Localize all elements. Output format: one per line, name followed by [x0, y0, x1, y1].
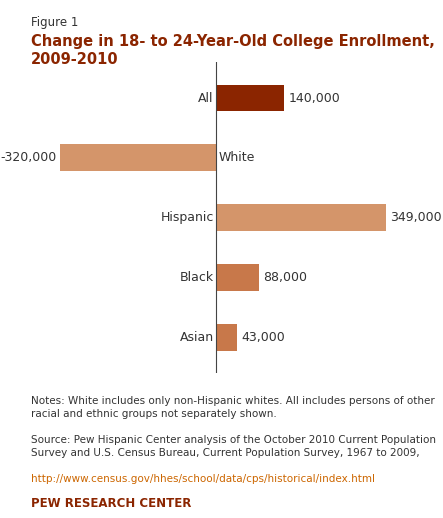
Text: 43,000: 43,000: [241, 330, 285, 343]
Text: White: White: [218, 151, 255, 164]
Text: Notes: White includes only non-Hispanic whites. All includes persons of other
ra: Notes: White includes only non-Hispanic …: [31, 396, 435, 420]
Text: Hispanic: Hispanic: [160, 211, 214, 224]
Bar: [216, 324, 237, 351]
Text: 88,000: 88,000: [263, 271, 307, 284]
Bar: [60, 145, 216, 171]
Text: Black: Black: [179, 271, 214, 284]
Text: Source: Pew Hispanic Center analysis of the October 2010 Current Population
Surv: Source: Pew Hispanic Center analysis of …: [31, 435, 436, 458]
Text: -320,000: -320,000: [0, 151, 56, 164]
Bar: [216, 84, 284, 111]
Bar: [216, 264, 259, 291]
Text: PEW RESEARCH CENTER: PEW RESEARCH CENTER: [31, 497, 191, 510]
Text: Asian: Asian: [179, 330, 214, 343]
Bar: [216, 204, 386, 231]
Text: Figure 1: Figure 1: [31, 16, 78, 28]
Text: Change in 18- to 24-Year-Old College Enrollment,
2009-2010: Change in 18- to 24-Year-Old College Enr…: [31, 34, 435, 67]
Text: http://www.census.gov/hhes/school/data/cps/historical/index.html: http://www.census.gov/hhes/school/data/c…: [31, 474, 375, 484]
Text: 349,000: 349,000: [390, 211, 442, 224]
Text: 140,000: 140,000: [288, 92, 340, 105]
Text: All: All: [198, 92, 214, 105]
